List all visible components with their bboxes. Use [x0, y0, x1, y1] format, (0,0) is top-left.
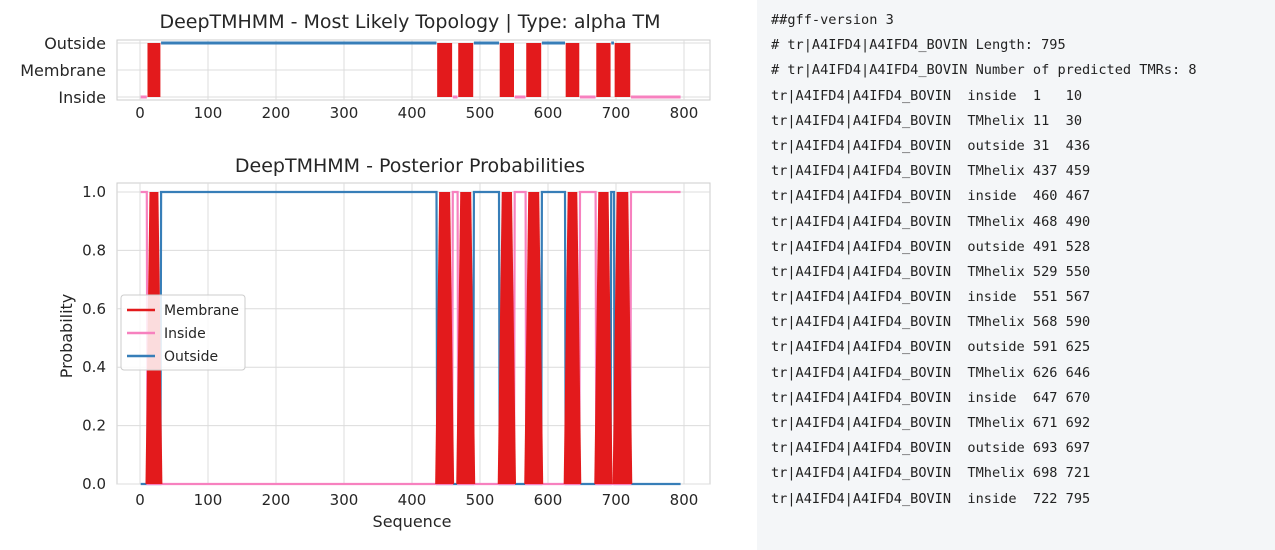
topology-x-tick-label: 300: [330, 104, 359, 122]
legend-label-outside: Outside: [164, 349, 218, 365]
membrane-probability-peak: [435, 192, 455, 484]
posterior-y-tick-label: 0.8: [82, 241, 106, 259]
gff-line: tr|A4IFD4|A4IFD4_BOVIN TMhelix 529 550: [771, 263, 1091, 280]
gff-line: tr|A4IFD4|A4IFD4_BOVIN outside 693 697: [771, 440, 1091, 457]
gff-line: tr|A4IFD4|A4IFD4_BOVIN TMhelix 626 646: [771, 364, 1091, 381]
topology-x-tick-label: 200: [262, 104, 291, 122]
charts-panel: 0 100 200 300 400 500 600 700 800 Inside Membrane O…: [20, 11, 711, 531]
posterior-y-tick-label: 0.2: [82, 417, 106, 435]
topology-tm-helix-block: [614, 43, 631, 97]
topology-tm-helix-block: [147, 43, 161, 97]
membrane-probability-peak: [563, 192, 582, 484]
inside-probability-line: [140, 190, 681, 486]
gff-line: tr|A4IFD4|A4IFD4_BOVIN outside 491 528: [771, 238, 1091, 255]
posterior-y-tick-label: 0.4: [82, 358, 106, 376]
posterior-x-tick-label: 300: [330, 491, 359, 509]
topology-tm-helix-block: [499, 43, 514, 97]
charts-svg: 0 100 200 300 400 500 600 700 800 Inside Membrane O…: [20, 11, 711, 531]
membrane-probability-peak: [594, 192, 613, 484]
posterior-y-axis-label: Probability: [57, 294, 76, 379]
membrane-probability-peak: [497, 192, 516, 484]
topology-tm-helix-block: [565, 43, 580, 97]
topology-y-tick-label: Membrane: [20, 61, 106, 80]
topology-y-tick-label: Inside: [58, 88, 106, 107]
topology-x-tick-label: 800: [670, 104, 699, 122]
membrane-probability-peak: [612, 192, 633, 484]
posterior-y-tick-label: 0.0: [82, 475, 106, 493]
posterior-x-tick-label: 700: [602, 491, 631, 509]
topology-x-tick-label: 500: [466, 104, 495, 122]
posterior-x-tick-label: 100: [194, 491, 223, 509]
gff-line-list: ##gff-version 3 # tr|A4IFD4|A4IFD4_BOVIN …: [771, 8, 1197, 512]
gff-line: tr|A4IFD4|A4IFD4_BOVIN TMhelix 11 30: [771, 112, 1082, 129]
posterior-x-tick-label: 800: [670, 491, 699, 509]
membrane-probability-peak: [524, 192, 544, 484]
gff-line: tr|A4IFD4|A4IFD4_BOVIN TMhelix 698 721: [771, 465, 1091, 482]
posterior-x-axis-label: Sequence: [373, 512, 452, 531]
legend-label-inside: Inside: [164, 326, 206, 342]
gff-line: tr|A4IFD4|A4IFD4_BOVIN inside 1 10: [771, 87, 1082, 104]
posterior-x-tick-label: 400: [398, 491, 427, 509]
topology-x-tick-label: 0: [135, 104, 145, 122]
gff-line: # tr|A4IFD4|A4IFD4_BOVIN Length: 795: [771, 37, 1066, 54]
gff-line: tr|A4IFD4|A4IFD4_BOVIN inside 460 467: [771, 188, 1091, 205]
topology-x-tick-label: 400: [398, 104, 427, 122]
gff-line: # tr|A4IFD4|A4IFD4_BOVIN Number of predi…: [771, 62, 1197, 79]
topology-tm-helix-block: [458, 43, 474, 97]
posterior-x-tick-label: 500: [466, 491, 495, 509]
posterior-x-tick-label: 600: [534, 491, 563, 509]
gff-line: tr|A4IFD4|A4IFD4_BOVIN TMhelix 468 490: [771, 213, 1091, 230]
gff-line: tr|A4IFD4|A4IFD4_BOVIN outside 31 436: [771, 137, 1091, 154]
posterior-y-tick-label: 1.0: [82, 183, 106, 201]
gff-line: ##gff-version 3: [771, 12, 894, 28]
outside-probability-line: [140, 190, 681, 486]
topology-tm-helix-block: [596, 43, 611, 97]
topology-y-tick-label: Outside: [44, 34, 106, 53]
posterior-x-tick-label: 200: [262, 491, 291, 509]
topology-tm-helix-block: [526, 43, 542, 97]
topology-x-tick-label: 100: [194, 104, 223, 122]
gff-line: tr|A4IFD4|A4IFD4_BOVIN inside 722 795: [771, 490, 1091, 507]
gff-line: tr|A4IFD4|A4IFD4_BOVIN TMhelix 671 692: [771, 415, 1091, 431]
legend-label-membrane: Membrane: [164, 303, 239, 319]
topology-chart-title: DeepTMHMM - Most Likely Topology | Type:…: [159, 11, 660, 33]
gff-line: tr|A4IFD4|A4IFD4_BOVIN TMhelix 437 459: [771, 163, 1091, 180]
posterior-legend-box: [120, 294, 246, 371]
gff-line: tr|A4IFD4|A4IFD4_BOVIN outside 591 625: [771, 339, 1091, 356]
posterior-chart-title: DeepTMHMM - Posterior Probabilities: [235, 155, 585, 177]
membrane-probability-peak: [456, 192, 476, 484]
topology-tm-helix-block: [437, 43, 453, 97]
topology-x-tick-label: 600: [534, 104, 563, 122]
topology-x-tick-label: 700: [602, 104, 631, 122]
gff-output-panel: ##gff-version 3 # tr|A4IFD4|A4IFD4_BOVIN …: [757, 0, 1275, 550]
gff-line: tr|A4IFD4|A4IFD4_BOVIN TMhelix 568 590: [771, 314, 1091, 331]
posterior-x-tick-label: 0: [135, 491, 145, 509]
gff-line: tr|A4IFD4|A4IFD4_BOVIN inside 551 567: [771, 289, 1091, 306]
gff-line: tr|A4IFD4|A4IFD4_BOVIN inside 647 670: [771, 389, 1091, 406]
posterior-y-tick-label: 0.6: [82, 300, 106, 318]
